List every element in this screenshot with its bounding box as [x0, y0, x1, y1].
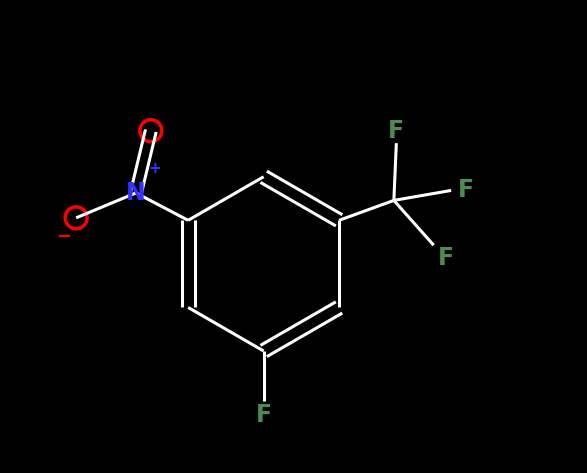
Text: F: F: [458, 178, 474, 202]
Circle shape: [65, 207, 87, 229]
Text: F: F: [438, 245, 454, 270]
Circle shape: [140, 120, 162, 141]
Text: N: N: [126, 181, 146, 205]
Text: F: F: [255, 403, 272, 427]
Text: −: −: [56, 228, 71, 246]
Text: F: F: [388, 119, 404, 143]
Text: +: +: [149, 160, 161, 175]
